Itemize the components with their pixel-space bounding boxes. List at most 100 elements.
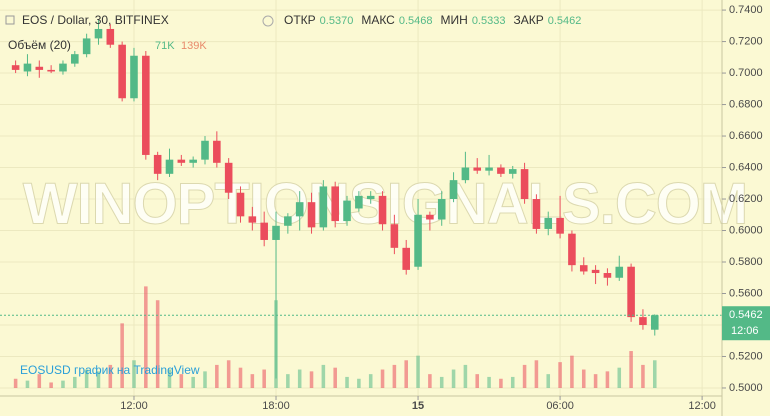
y-tick-label: 0.5000 (729, 382, 763, 394)
grid (0, 0, 722, 396)
volume-bar (428, 374, 432, 388)
candle-body (473, 167, 482, 171)
volume-bar (416, 355, 420, 388)
volume-bar (487, 376, 491, 388)
y-tick-label: 0.7200 (729, 35, 763, 47)
candle-body (556, 217, 564, 234)
volume-pane (13, 286, 657, 388)
volume-bar (368, 374, 373, 388)
candle-body (23, 63, 32, 72)
visibility-icon (262, 15, 274, 27)
candle-body (485, 167, 493, 171)
symbol-title: EOS / Dollar, 30, BITFINEX (22, 13, 169, 27)
volume-bar (167, 369, 172, 388)
symbol-toggle[interactable] (5, 15, 15, 25)
candle-body (118, 44, 126, 99)
candle-body (497, 167, 505, 174)
volume-bar (451, 369, 456, 388)
candle-body (71, 54, 79, 64)
candles (0, 19, 722, 379)
attribution-link[interactable]: EOSUSD график на TradingView (20, 363, 200, 377)
candle-body (106, 28, 115, 45)
volume-bar (203, 371, 207, 388)
candle-body (35, 66, 44, 70)
candle-body (260, 222, 268, 240)
volume-bar (321, 364, 326, 388)
volume-bar (96, 371, 101, 388)
volume-bar (84, 369, 89, 388)
volume-bar (262, 369, 266, 388)
volume-value: 139K (181, 40, 207, 52)
candle-body (520, 169, 529, 200)
volume-bar (380, 369, 385, 388)
y-tick-label: 0.5200 (729, 350, 763, 362)
candle-body (378, 195, 387, 225)
candle-body (153, 154, 162, 174)
volume-bar (605, 371, 610, 388)
candle-body (603, 273, 612, 278)
candle-body (390, 224, 399, 248)
ohlc-value: 0.5333 (472, 15, 506, 27)
candle-body (307, 202, 316, 228)
candle-body (248, 216, 257, 223)
candle-body (639, 317, 647, 325)
candle-body (284, 216, 292, 226)
y-tick-label: 0.7000 (729, 67, 763, 79)
volume-bar (652, 360, 657, 388)
volume-bar (309, 371, 314, 388)
volume-bar (226, 360, 231, 388)
volume-bar (179, 374, 184, 388)
candle-body (82, 38, 91, 55)
candle-body (532, 199, 541, 229)
y-tick-label: 0.6000 (729, 224, 763, 236)
axes: 0.50000.52000.54000.56000.58000.60000.62… (120, 4, 770, 412)
candle-body (130, 55, 138, 99)
volume-bar (546, 374, 551, 388)
last-price-tag (722, 306, 770, 341)
volume-bar (13, 378, 18, 388)
volume-bar (463, 364, 468, 388)
volume-value: 71K (155, 40, 175, 52)
volume-bar (286, 374, 290, 388)
volume-bar (581, 369, 586, 388)
candle-body (94, 28, 103, 39)
candle-body (449, 180, 458, 200)
volume-bar (215, 364, 219, 388)
candle-body (319, 186, 328, 228)
candle-body (189, 159, 197, 163)
candle-body (343, 200, 351, 222)
volume-bar (37, 374, 42, 388)
candle-body (165, 159, 174, 174)
candle-body (591, 269, 600, 274)
volume-bar (475, 374, 480, 388)
candle-body (579, 265, 588, 272)
volume-bar (558, 362, 562, 388)
last-price-label: 0.5462 (729, 309, 763, 321)
x-tick-label: 12:00 (120, 400, 148, 412)
candle-body (461, 167, 470, 181)
candle-body (544, 217, 553, 229)
candle-body (201, 140, 209, 160)
volume-bar (641, 364, 645, 388)
volume-bar (357, 378, 361, 388)
volume-bar (108, 364, 113, 388)
x-tick-label: 12:00 (688, 400, 716, 412)
volume-bar (510, 376, 515, 388)
candle-body (47, 69, 55, 72)
candle-body (59, 63, 67, 72)
y-tick-label: 0.6800 (729, 98, 763, 110)
candle-body (236, 192, 245, 217)
volume-bar (499, 378, 503, 388)
candle-body (568, 233, 576, 266)
volume-bar (144, 286, 148, 388)
volume-bar (191, 376, 195, 388)
candle-body (437, 199, 446, 220)
candle-body (402, 247, 411, 270)
volume-bar (49, 382, 53, 388)
volume-bar (404, 360, 408, 388)
ohlc-label: МИН (441, 13, 468, 27)
volume-bar (333, 367, 337, 388)
volume-bar (345, 376, 349, 388)
volume-bar (593, 374, 598, 388)
